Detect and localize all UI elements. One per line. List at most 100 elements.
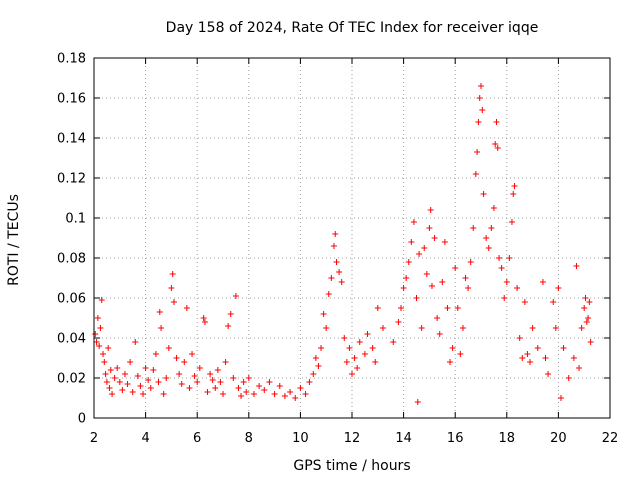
data-point [476, 95, 483, 101]
data-point [119, 387, 126, 393]
data-point [361, 351, 368, 357]
data-point [483, 235, 490, 241]
data-point [426, 225, 433, 231]
data-point [306, 379, 313, 385]
data-point [140, 391, 147, 397]
data-point [94, 315, 101, 321]
data-point [201, 319, 208, 325]
data-point [527, 359, 534, 365]
x-axis-label: GPS time / hours [293, 458, 410, 474]
data-point [470, 225, 477, 231]
data-point [578, 325, 585, 331]
data-point [325, 291, 332, 297]
data-point [302, 391, 309, 397]
data-point [256, 383, 263, 389]
data-point [310, 371, 317, 377]
data-point [573, 263, 580, 269]
data-point [516, 335, 523, 341]
data-point [427, 207, 434, 213]
data-point [462, 275, 469, 281]
data-point [158, 325, 165, 331]
data-point [250, 391, 257, 397]
data-point [168, 285, 175, 291]
data-point [266, 379, 273, 385]
data-point [129, 389, 136, 395]
data-point [124, 381, 131, 387]
x-tick-label: 20 [550, 431, 567, 446]
data-point [480, 191, 487, 197]
data-point [581, 305, 588, 311]
data-point [240, 379, 247, 385]
data-point [511, 183, 518, 189]
data-point [467, 259, 474, 265]
data-point [320, 311, 327, 317]
data-point [103, 379, 110, 385]
y-tick-label: 0.06 [57, 292, 86, 307]
data-point [586, 299, 593, 305]
data-point [351, 355, 358, 361]
data-point [323, 325, 330, 331]
data-point [492, 141, 499, 147]
grid-lines [94, 58, 610, 418]
data-point [379, 325, 386, 331]
data-point [101, 359, 108, 365]
data-point [209, 377, 216, 383]
data-point [413, 295, 420, 301]
data-point [338, 279, 345, 285]
data-point [452, 265, 459, 271]
data-point [147, 385, 154, 391]
data-point [194, 379, 201, 385]
data-point [552, 325, 559, 331]
data-point [132, 339, 139, 345]
data-point [514, 285, 521, 291]
data-point [341, 335, 348, 341]
data-point [447, 359, 454, 365]
data-point [287, 389, 294, 395]
data-point [315, 363, 322, 369]
data-point [336, 269, 343, 275]
data-point [96, 343, 103, 349]
data-point [434, 315, 441, 321]
data-point [343, 359, 350, 365]
data-point [356, 339, 363, 345]
data-point [565, 375, 572, 381]
data-point [186, 385, 193, 391]
data-point [436, 331, 443, 337]
data-point [92, 331, 99, 337]
data-point [152, 351, 159, 357]
data-points [92, 83, 594, 405]
x-tick-label: 4 [141, 431, 149, 446]
data-point [232, 293, 239, 299]
data-point [418, 325, 425, 331]
y-tick-label: 0.14 [57, 132, 86, 147]
data-point [403, 275, 410, 281]
data-point [478, 83, 484, 89]
data-point [408, 239, 415, 245]
data-point [297, 385, 304, 391]
data-point [200, 315, 207, 321]
data-point [243, 389, 250, 395]
data-point [479, 107, 486, 113]
data-point [423, 271, 430, 277]
data-point [550, 299, 557, 305]
data-point [212, 385, 219, 391]
data-point [560, 345, 567, 351]
data-point [121, 371, 128, 377]
data-point [372, 359, 379, 365]
data-point [485, 245, 492, 251]
chart-title: Day 158 of 2024, Rate Of TEC Index for r… [166, 20, 539, 36]
data-point [465, 285, 472, 291]
x-tick-label: 12 [344, 431, 361, 446]
data-point [292, 395, 299, 401]
data-point [227, 311, 234, 317]
data-point [545, 371, 552, 377]
data-point [472, 171, 479, 177]
data-point [346, 345, 353, 351]
data-point [114, 365, 121, 371]
data-point [534, 345, 541, 351]
data-point [178, 381, 185, 387]
data-point [160, 391, 167, 397]
x-tick-label: 2 [90, 431, 98, 446]
data-point [127, 359, 134, 365]
data-point [109, 391, 116, 397]
